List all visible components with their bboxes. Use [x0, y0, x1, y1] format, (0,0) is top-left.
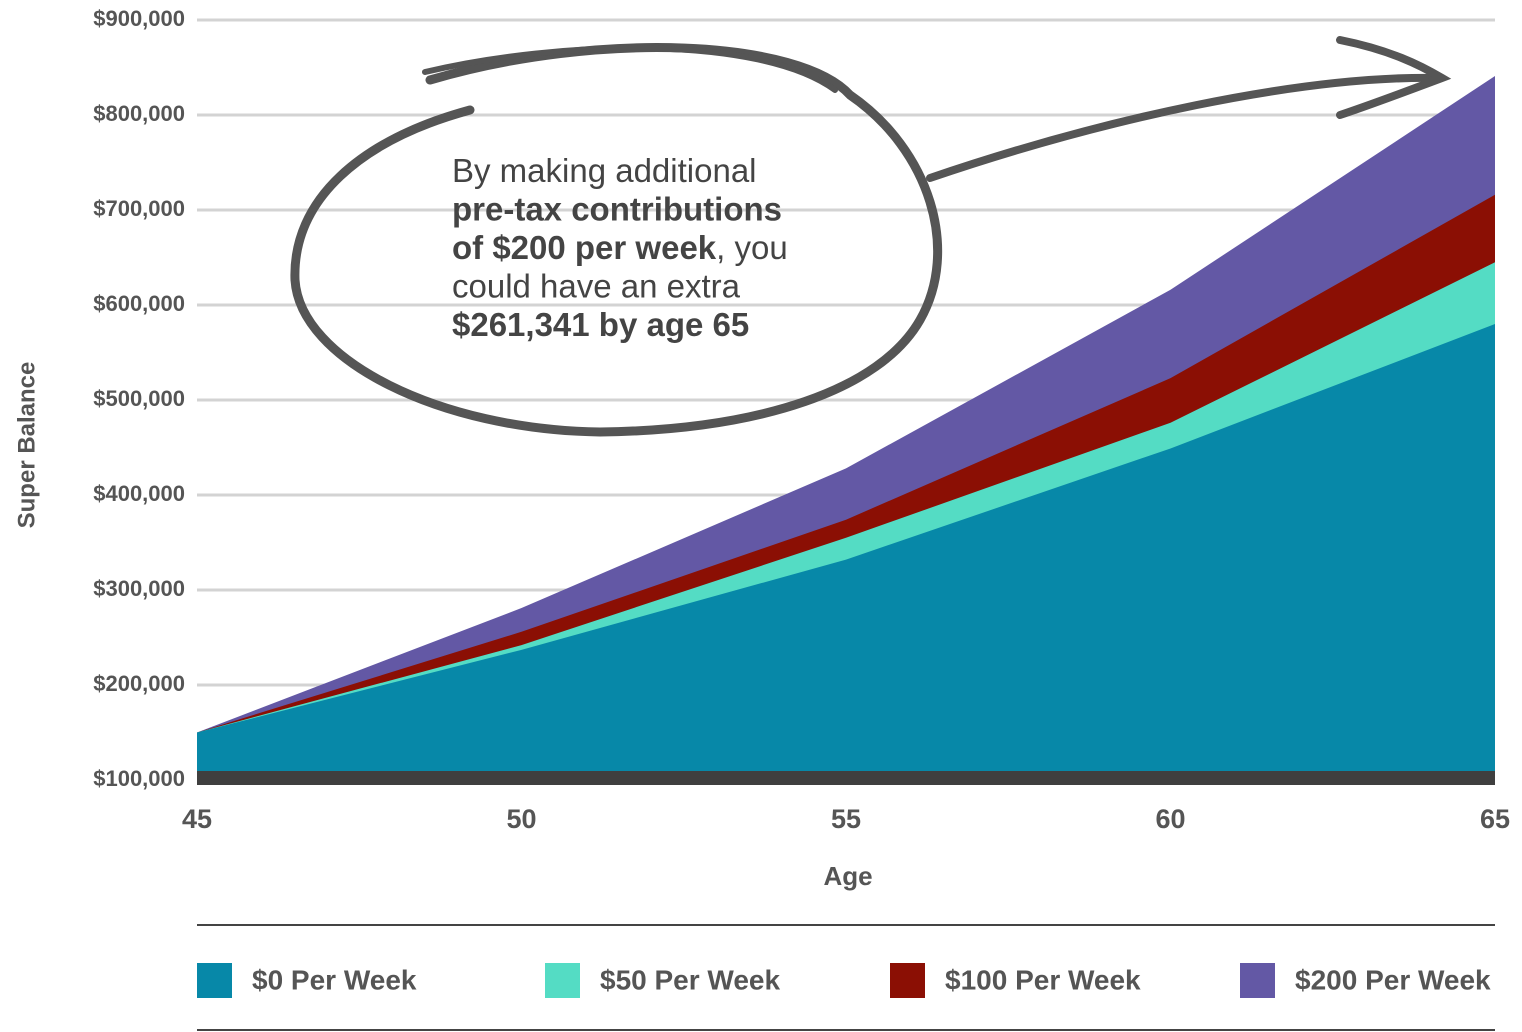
y-tick-label: $900,000 [93, 6, 185, 31]
legend-swatch [545, 963, 580, 998]
legend-label: $0 Per Week [252, 964, 417, 995]
x-tick-label: 50 [506, 804, 536, 834]
legend-label: $100 Per Week [945, 964, 1141, 995]
axes: $100,000 $200,000 $300,000 $400,000 $500,000… [93, 6, 1510, 834]
annotation-text: pre-tax contributions [452, 190, 782, 227]
annotation-text: , you [716, 229, 788, 266]
legend-swatch [890, 963, 925, 998]
annotation: By making additional pre-tax contribution… [452, 152, 788, 343]
legend: $0 Per Week $50 Per Week $100 Per Week $200… [197, 963, 1491, 998]
x-tick-label: 55 [831, 804, 861, 834]
annotation-drawing [290, 36, 1452, 437]
y-tick-label: $200,000 [93, 671, 185, 696]
area [197, 324, 1495, 780]
annotation-text: By making additional [452, 152, 757, 189]
annotation-text: of $200 per week [452, 229, 717, 266]
legend-swatch [197, 963, 232, 998]
y-tick-label: $700,000 [93, 196, 185, 221]
y-tick-label: $600,000 [93, 291, 185, 316]
x-axis-title: Age [823, 861, 872, 891]
legend-label: $50 Per Week [600, 964, 780, 995]
y-axis-title: Super Balance [13, 362, 40, 529]
y-tick-label: $100,000 [93, 766, 185, 791]
areas [197, 76, 1495, 781]
y-tick-label: $300,000 [93, 576, 185, 601]
legend-label: $200 Per Week [1295, 964, 1491, 995]
annotation-text: $261,341 by age 65 [452, 306, 749, 343]
y-tick-label: $400,000 [93, 481, 185, 506]
annotation-text: could have an extra [452, 267, 741, 304]
legend-swatch [1240, 963, 1275, 998]
y-tick-label: $800,000 [93, 101, 185, 126]
baseline [197, 771, 1495, 785]
x-tick-label: 65 [1480, 804, 1510, 834]
x-tick-label: 45 [182, 804, 212, 834]
y-tick-label: $500,000 [93, 386, 185, 411]
x-tick-label: 60 [1155, 804, 1185, 834]
